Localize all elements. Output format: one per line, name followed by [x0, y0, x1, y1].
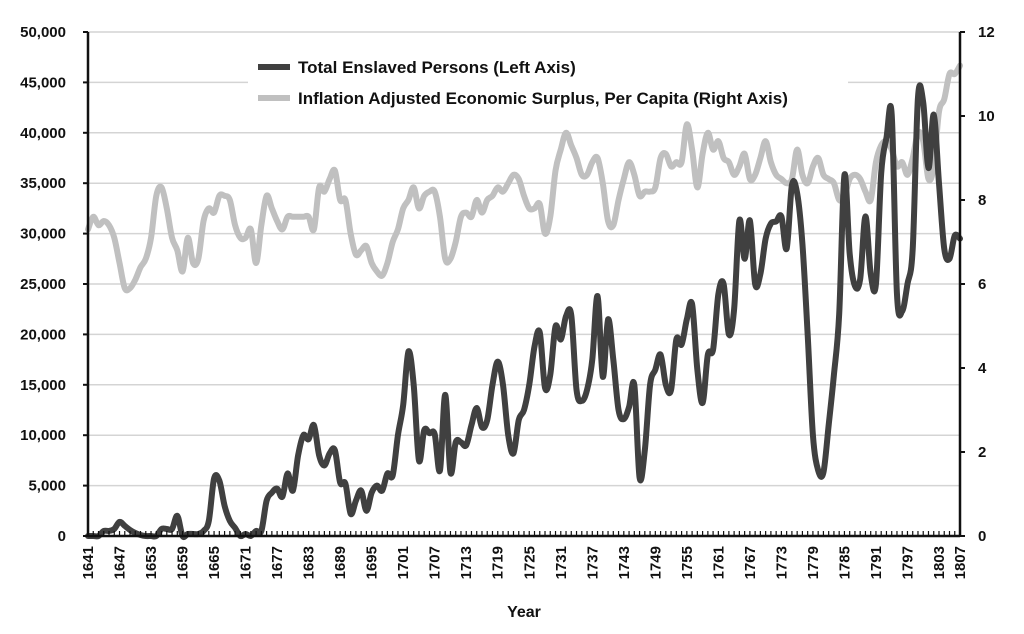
- y-tick-label: 0: [58, 528, 66, 545]
- axes: [83, 31, 965, 538]
- legend: Total Enslaved Persons (Left Axis) Infla…: [248, 48, 848, 114]
- y-tick-label: 25,000: [20, 276, 66, 293]
- x-tick-label: 1653: [143, 546, 160, 579]
- y-tick-label: 40,000: [20, 125, 66, 142]
- left-axis-labels: 0 5,000 10,000 15,000 20,000 25,000 30,000 35,0…: [20, 24, 66, 545]
- x-tick-label: 1767: [742, 546, 759, 579]
- y2-tick-label: 8: [978, 192, 986, 209]
- x-tick-label: 1803: [931, 546, 948, 579]
- legend-label-enslaved: Total Enslaved Persons (Left Axis): [298, 58, 576, 77]
- x-tick-label: 1743: [616, 546, 633, 579]
- x-tick-label: 1779: [805, 546, 822, 579]
- x-axis-title: Year: [507, 604, 541, 621]
- y2-tick-label: 4: [978, 360, 987, 377]
- y2-tick-label: 6: [978, 276, 986, 293]
- x-axis-labels: 1641 1647 1653 1659 1665 1671 1677 1683 1689 1695…: [80, 546, 969, 579]
- enslaved-series: [85, 82, 963, 541]
- x-tick-label: 1731: [553, 546, 570, 579]
- y2-tick-label: 10: [978, 108, 995, 125]
- y2-tick-label: 0: [978, 528, 986, 545]
- x-tick-label: 1797: [899, 546, 916, 579]
- x-tick-label: 1719: [490, 546, 507, 579]
- x-tick-label: 1665: [206, 546, 223, 579]
- y-tick-label: 20,000: [20, 326, 66, 343]
- y-tick-label: 35,000: [20, 175, 66, 192]
- y-tick-label: 5,000: [28, 478, 66, 495]
- x-tick-label: 1689: [332, 546, 349, 579]
- enslaved-line: [85, 82, 963, 541]
- legend-label-surplus: Inflation Adjusted Economic Surplus, Per…: [298, 89, 788, 108]
- x-tick-label: 1791: [868, 546, 885, 579]
- x-tick-label: 1671: [238, 546, 255, 579]
- x-tick-label: 1737: [584, 546, 601, 579]
- surplus-series: [85, 62, 963, 294]
- y-tick-label: 10,000: [20, 427, 66, 444]
- y-tick-label: 45,000: [20, 74, 66, 91]
- x-tick-label: 1641: [80, 546, 97, 579]
- x-tick-label: 1725: [521, 546, 538, 579]
- y2-tick-label: 12: [978, 24, 995, 41]
- x-tick-label: 1683: [301, 546, 318, 579]
- x-tick-label: 1701: [395, 546, 412, 579]
- x-tick-label: 1761: [710, 546, 727, 579]
- right-axis-labels: 0 2 4 6 8 10 12: [978, 24, 995, 545]
- y-tick-label: 30,000: [20, 226, 66, 243]
- x-tick-label: 1749: [647, 546, 664, 579]
- x-tick-label: 1807: [952, 546, 969, 579]
- x-tick-label: 1677: [269, 546, 286, 579]
- y2-tick-label: 2: [978, 444, 986, 461]
- x-tick-label: 1773: [773, 546, 790, 579]
- x-tick-label: 1713: [458, 546, 475, 579]
- x-tick-label: 1785: [836, 546, 853, 579]
- x-tick-label: 1659: [175, 546, 192, 579]
- y-tick-label: 15,000: [20, 377, 66, 394]
- surplus-line: [85, 62, 963, 294]
- y-tick-label: 50,000: [20, 24, 66, 41]
- x-tick-label: 1695: [364, 546, 381, 579]
- x-tick-label: 1647: [112, 546, 129, 579]
- x-tick-label: 1755: [679, 546, 696, 579]
- x-tick-label: 1707: [427, 546, 444, 579]
